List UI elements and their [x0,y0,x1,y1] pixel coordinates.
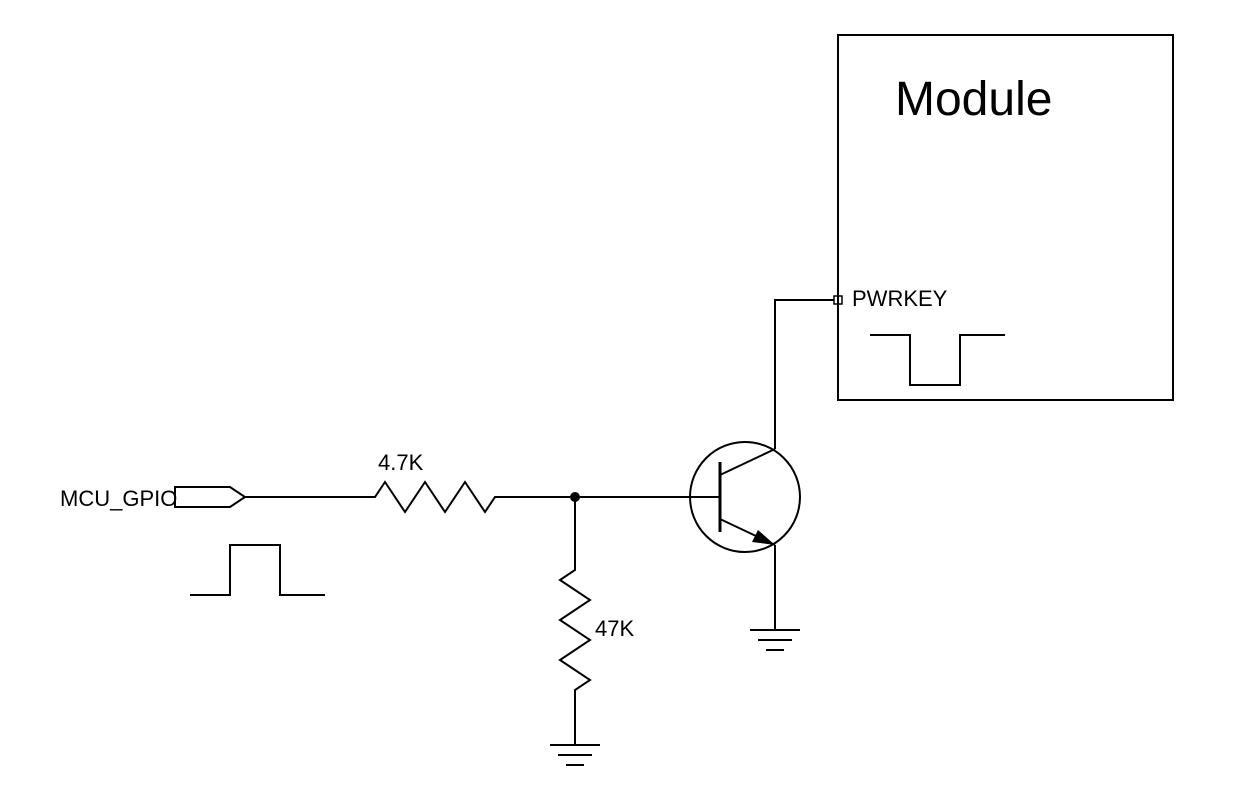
ground-r2 [550,745,600,765]
mcu-gpio-label: MCU_GPIO [60,486,177,512]
r2-label: 47K [595,616,634,642]
pulse-high-waveform [190,545,325,595]
schematic-svg [0,0,1243,790]
transistor-npn [690,442,800,552]
input-tag [175,487,245,507]
ground-transistor [750,630,800,650]
module-label: Module [895,72,1052,127]
resistor-r2 [560,555,590,695]
wire-collector-module [775,300,834,449]
pwrkey-label: PWRKEY [852,286,947,312]
pulse-low-waveform [870,335,1005,385]
resistor-r1 [360,482,500,512]
r1-label: 4.7K [378,450,423,476]
